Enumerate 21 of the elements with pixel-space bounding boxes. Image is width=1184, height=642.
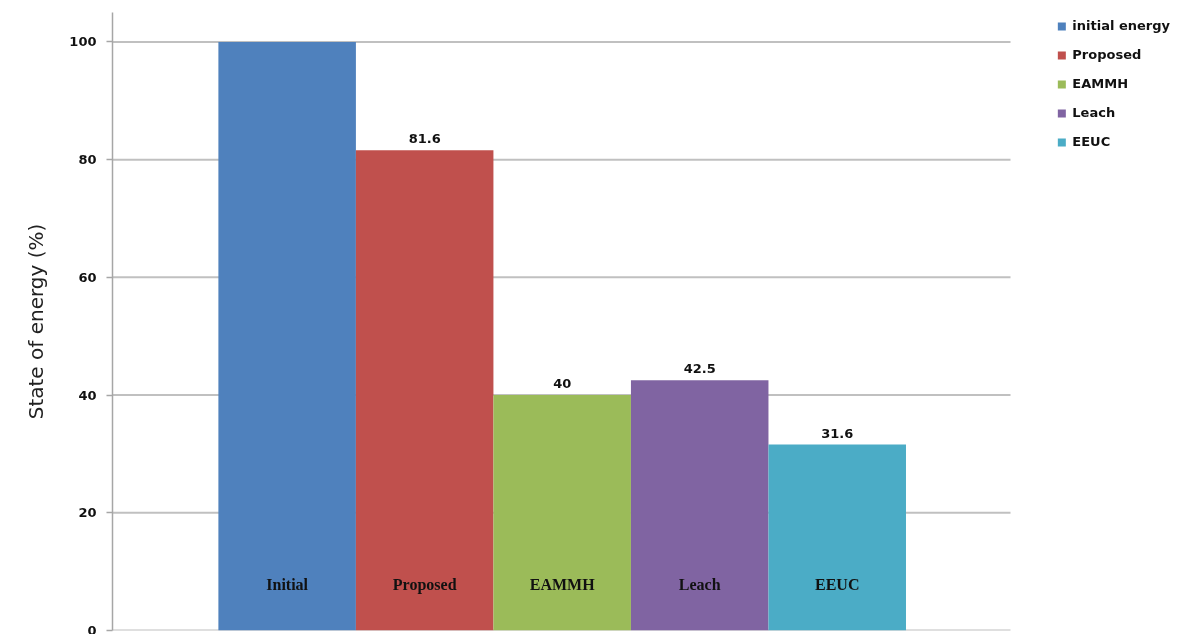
legend-label: EEUC — [1072, 134, 1111, 149]
y-tick-label: 100 — [69, 34, 97, 50]
data-label: 42.5 — [683, 361, 716, 377]
x-tick-label: EEUC — [815, 575, 860, 593]
legend-label: EAMMH — [1072, 76, 1129, 91]
data-label: 40 — [553, 376, 572, 392]
legend-label: Proposed — [1072, 47, 1142, 62]
y-tick-label: 60 — [78, 269, 97, 285]
legend-label: initial energy — [1072, 18, 1170, 33]
y-tick-label: 80 — [78, 152, 97, 168]
x-tick-label: Initial — [266, 575, 309, 593]
y-axis-title: State of energy (%) — [24, 223, 49, 420]
y-tick-label: 20 — [78, 505, 97, 521]
y-tick-label: 0 — [87, 622, 97, 638]
x-tick-label: Leach — [678, 575, 721, 593]
x-tick-label: EAMMH — [529, 575, 596, 593]
x-tick-label: Proposed — [392, 575, 457, 594]
data-label: 31.6 — [821, 425, 854, 441]
data-label: 81.6 — [408, 131, 441, 147]
legend-label: Leach — [1072, 105, 1116, 120]
y-tick-label: 40 — [78, 387, 97, 403]
